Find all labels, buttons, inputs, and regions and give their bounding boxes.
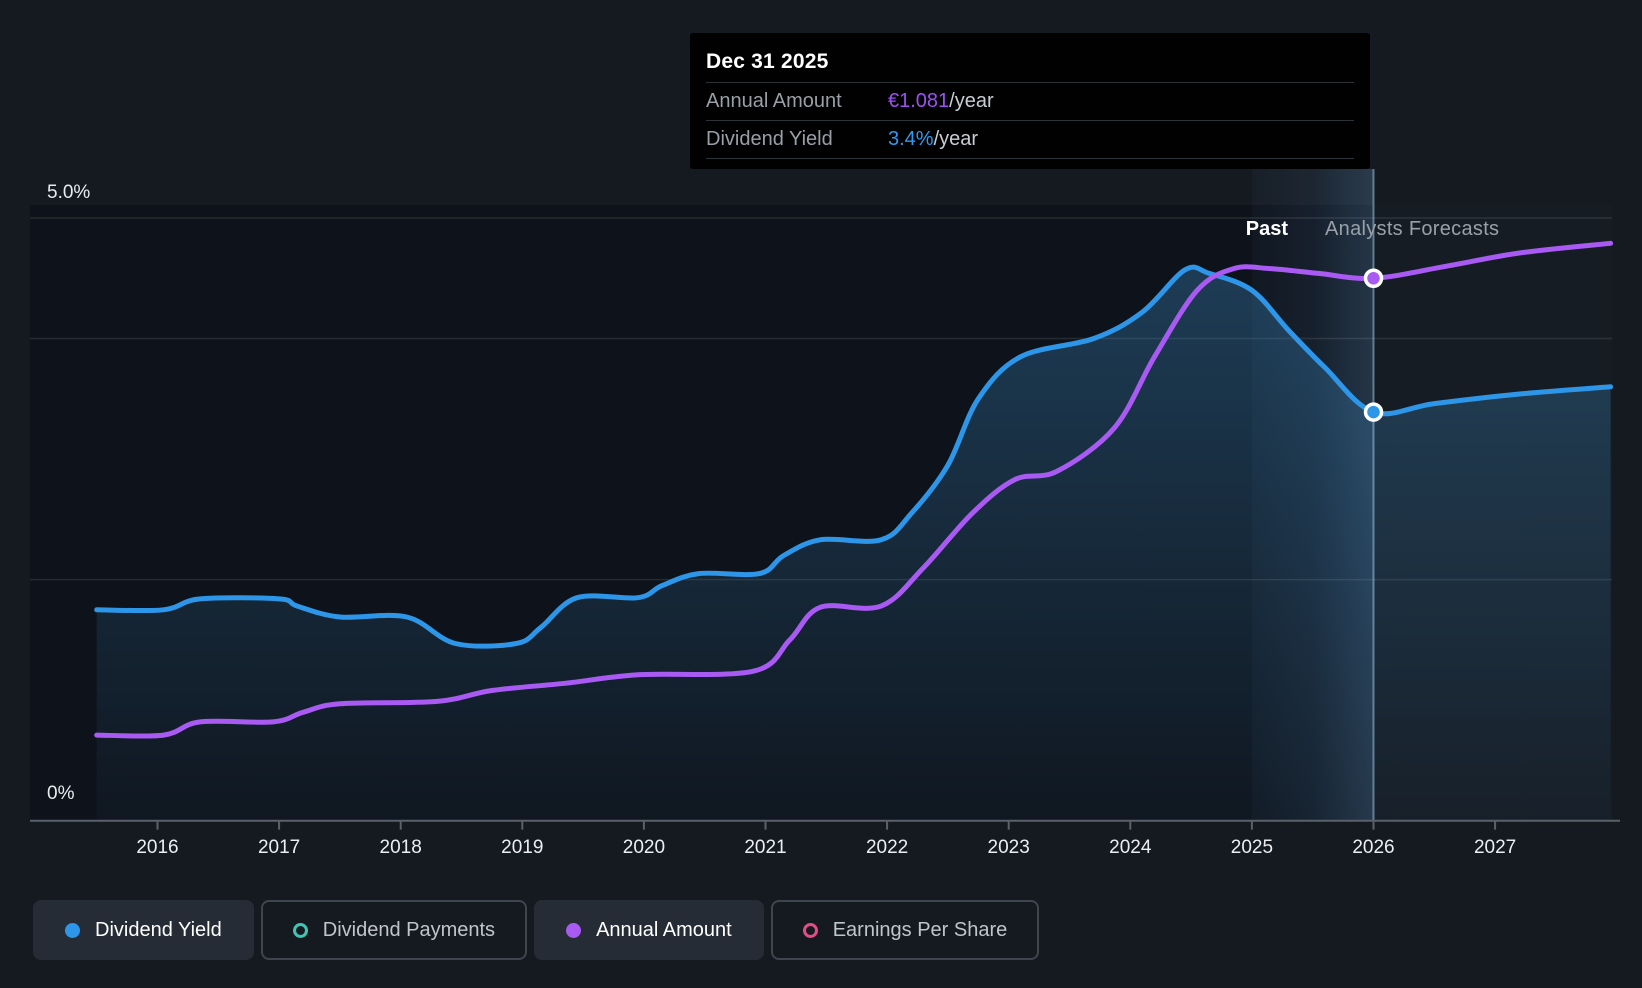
x-tick-label: 2019 bbox=[501, 837, 543, 858]
legend-annual-amount[interactable]: Annual Amount bbox=[534, 900, 764, 960]
legend-label: Earnings Per Share bbox=[832, 918, 1008, 941]
tooltip-label: Dividend Yield bbox=[706, 128, 833, 150]
legend-label: Dividend Payments bbox=[322, 918, 496, 941]
tooltip-value: 3.4%/year bbox=[888, 128, 979, 150]
dividend-yield-line bbox=[94, 264, 1614, 649]
annual-amount-swatch-icon bbox=[566, 922, 582, 938]
x-tick-label: 2022 bbox=[866, 837, 908, 858]
y-axis-label-bottom: 0% bbox=[47, 783, 75, 804]
dividend-yield-swatch-icon bbox=[65, 922, 80, 938]
dividend-payments-swatch-icon bbox=[292, 922, 308, 938]
tooltip-row-dividend-yield: Dividend Yield 3.4%/year bbox=[706, 121, 1354, 159]
legend-dividend-yield[interactable]: Dividend Yield bbox=[33, 900, 254, 960]
legend-label: Dividend Yield bbox=[95, 918, 222, 941]
tooltip-row-annual-amount: Annual Amount €1.081/year bbox=[706, 83, 1354, 121]
x-tick-label: 2021 bbox=[744, 837, 786, 858]
annual-amount-marker[interactable] bbox=[1363, 268, 1384, 289]
legend-earnings-per-share[interactable]: Earnings Per Share bbox=[770, 900, 1040, 960]
x-tick-label: 2016 bbox=[136, 837, 178, 858]
x-tick-label: 2017 bbox=[258, 837, 300, 858]
x-tick-label: 2023 bbox=[988, 837, 1030, 858]
legend-label: Annual Amount bbox=[596, 918, 732, 941]
earnings-per-share-swatch-icon bbox=[802, 922, 818, 938]
x-tick-label: 2025 bbox=[1231, 837, 1273, 858]
x-tick-label: 2024 bbox=[1109, 837, 1152, 858]
dividend-yield-area bbox=[96, 267, 1611, 821]
annual-amount-line bbox=[94, 240, 1614, 739]
analysts-forecasts-label: Analysts Forecasts bbox=[1325, 218, 1500, 240]
y-axis-label-top: 5.0% bbox=[47, 182, 91, 203]
tooltip-date: Dec 31 2025 bbox=[706, 33, 1354, 83]
chart-tooltip: Dec 31 2025 Annual Amount €1.081/year Di… bbox=[690, 33, 1370, 169]
x-tick-label: 2018 bbox=[380, 837, 422, 858]
tooltip-value: €1.081/year bbox=[888, 90, 994, 112]
x-tick-label: 2020 bbox=[623, 837, 665, 858]
legend-dividend-payments[interactable]: Dividend Payments bbox=[260, 900, 528, 960]
x-tick-label: 2027 bbox=[1474, 837, 1516, 858]
x-tick-label: 2026 bbox=[1352, 837, 1394, 858]
past-label: Past bbox=[1245, 218, 1288, 240]
dividend-yield-marker[interactable] bbox=[1363, 402, 1384, 422]
tooltip-label: Annual Amount bbox=[706, 90, 842, 112]
chart-legend: Dividend Yield Dividend Payments Annual … bbox=[33, 900, 1040, 960]
